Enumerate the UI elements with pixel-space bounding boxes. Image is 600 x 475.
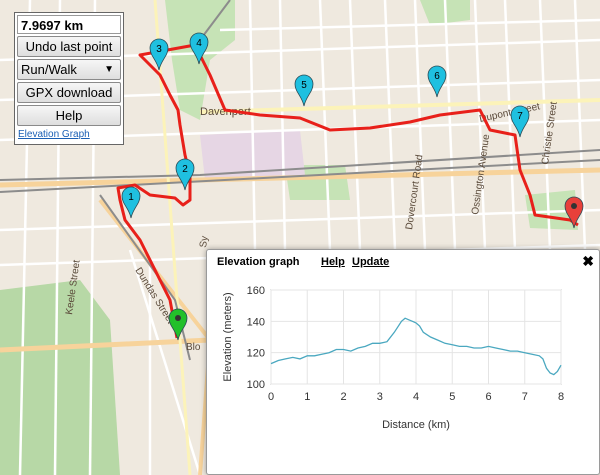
distance-readout: 7.9697 km	[17, 15, 121, 34]
waypoint-marker-4[interactable]: 4	[189, 32, 209, 65]
mode-select[interactable]: Run/Walk ▼	[17, 59, 121, 80]
waypoint-marker-3[interactable]: 3	[149, 38, 169, 71]
waypoint-markers: 1 2 3 4 5 6 7	[121, 32, 584, 341]
x-tick-label: 0	[268, 391, 274, 403]
waypoint-marker-2[interactable]: 2	[175, 158, 195, 191]
x-tick-label: 8	[558, 391, 564, 403]
start-marker[interactable]	[168, 308, 188, 341]
y-tick-label: 100	[247, 379, 265, 391]
x-tick-label: 6	[485, 391, 491, 403]
route-line[interactable]	[116, 43, 579, 339]
x-tick-label: 3	[377, 391, 383, 403]
control-panel: 7.9697 km Undo last point Run/Walk ▼ GPX…	[14, 12, 124, 145]
y-tick-label: 120	[247, 348, 265, 360]
x-tick-label: 7	[522, 391, 528, 403]
marker-label: 6	[434, 71, 440, 82]
x-tick-label: 2	[340, 391, 346, 403]
x-tick-label: 5	[449, 391, 455, 403]
y-tick-label: 160	[247, 285, 265, 297]
x-axis-label: Distance (km)	[382, 419, 450, 431]
y-axis-label: Elevation (meters)	[222, 292, 234, 381]
marker-label: 2	[182, 164, 188, 175]
marker-label: 5	[301, 80, 307, 91]
marker-label: 4	[196, 38, 202, 49]
marker-label: 3	[156, 44, 162, 55]
rail-lines	[0, 0, 600, 361]
elevation-series-line	[270, 317, 562, 376]
marker-label: 7	[517, 111, 523, 122]
elevation-chart: 0 1 2 3 4 5 6 7 8 100 120 140 160 Distance (km) Elev…	[222, 285, 564, 431]
marker-label: 1	[128, 192, 134, 203]
mode-select-value: Run/Walk	[21, 62, 77, 77]
help-button[interactable]: Help	[17, 105, 121, 126]
waypoint-marker-6[interactable]: 6	[427, 65, 447, 98]
popup-update-link[interactable]: Update	[352, 256, 390, 268]
popup-header: Elevation graph Help Update ✖	[207, 250, 599, 272]
waypoint-marker-7[interactable]: 7	[510, 105, 530, 138]
x-tick-label: 1	[304, 391, 310, 403]
y-tick-label: 140	[247, 316, 265, 328]
elevation-graph-link[interactable]: Elevation Graph	[18, 129, 90, 140]
chart-grid	[270, 289, 562, 385]
label-bloor: Blo	[186, 342, 201, 353]
popup-help-link[interactable]: Help	[321, 256, 345, 268]
close-icon[interactable]: ✖	[582, 253, 594, 269]
gpx-download-button[interactable]: GPX download	[17, 82, 121, 103]
elevation-popup: Elevation graph Help Update ✖ 0 1 2 3 4 5 6 7 8 1…	[206, 249, 600, 475]
popup-title: Elevation graph	[217, 256, 300, 268]
undo-button[interactable]: Undo last point	[17, 36, 121, 57]
chart-ticks: 0 1 2 3 4 5 6 7 8 100 120 140 160	[247, 285, 564, 403]
label-davenport: Davenport	[200, 106, 251, 118]
label-syd: Sy	[198, 235, 211, 248]
chevron-down-icon: ▼	[104, 64, 114, 75]
waypoint-marker-1[interactable]: 1	[121, 186, 141, 219]
x-tick-label: 4	[413, 391, 419, 403]
waypoint-marker-5[interactable]: 5	[294, 74, 314, 107]
end-marker[interactable]	[564, 196, 584, 229]
